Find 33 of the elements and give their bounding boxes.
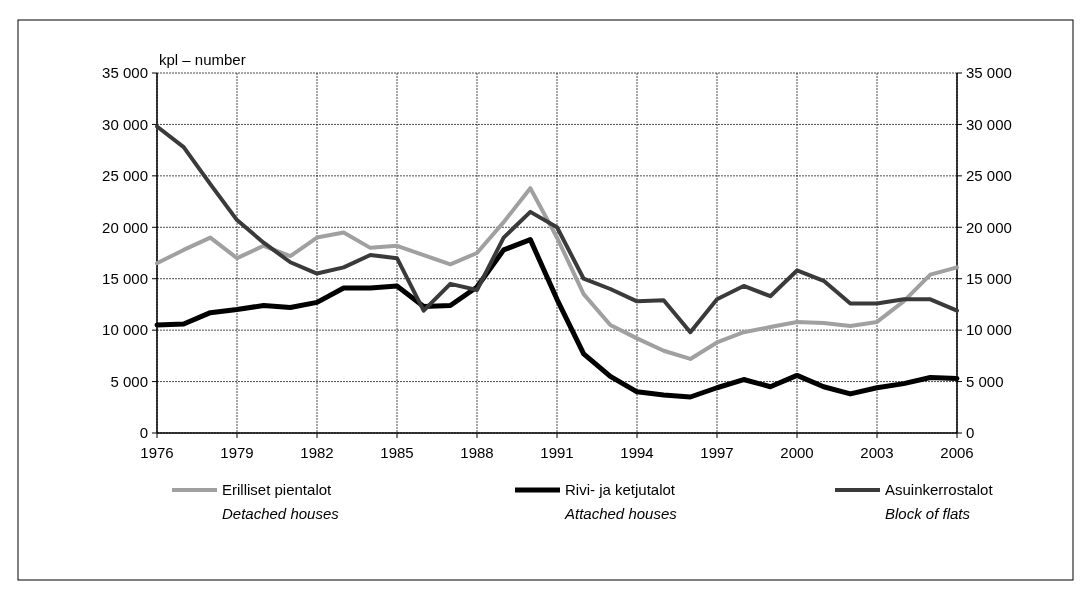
y-tick-label: 0	[139, 424, 148, 442]
y-axis-title: kpl – number	[159, 51, 246, 68]
legend-label: Erilliset pientalot Detached houses	[222, 481, 340, 522]
x-tick-label: 1994	[620, 444, 654, 461]
legend-label: Rivi- ja ketjutalot Attached houses	[564, 481, 678, 522]
legend-label: Asuinkerrostalot Block of flats	[885, 481, 994, 522]
y2-tick-label: 15 000	[966, 269, 1012, 287]
x-tick-label: 1997	[700, 444, 734, 461]
y2-tick-label: 25 000	[966, 167, 1012, 185]
x-tick-label: 1988	[460, 444, 494, 461]
y2-tick-label: 35 000	[966, 64, 1012, 82]
y2-tick-label: 10 000	[966, 321, 1012, 339]
x-tick-label: 1979	[220, 444, 254, 461]
y-tick-label: 15 000	[102, 269, 148, 287]
y-tick-label: 25 000	[102, 167, 148, 185]
y-tick-label: 5 000	[110, 372, 148, 390]
x-tick-label: 1982	[300, 444, 334, 461]
line-series	[155, 124, 959, 335]
x-tick-label: 2006	[940, 444, 974, 461]
x-tick-label: 2000	[780, 444, 814, 461]
y2-tick-label: 20 000	[966, 218, 1012, 236]
x-tick-label: 1985	[380, 444, 414, 461]
y-tick-label: 20 000	[102, 218, 148, 236]
line-series	[155, 186, 959, 361]
y-tick-label: 35 000	[102, 64, 148, 82]
x-tick-label: 2003	[860, 444, 894, 461]
y-tick-label: 30 000	[102, 115, 148, 133]
y2-tick-label: 0	[966, 424, 975, 442]
y2-tick-label: 5 000	[966, 372, 1004, 390]
y-tick-label: 10 000	[102, 321, 148, 339]
x-tick-label: 1991	[540, 444, 574, 461]
y2-tick-label: 30 000	[966, 115, 1012, 133]
x-tick-label: 1976	[140, 444, 174, 461]
